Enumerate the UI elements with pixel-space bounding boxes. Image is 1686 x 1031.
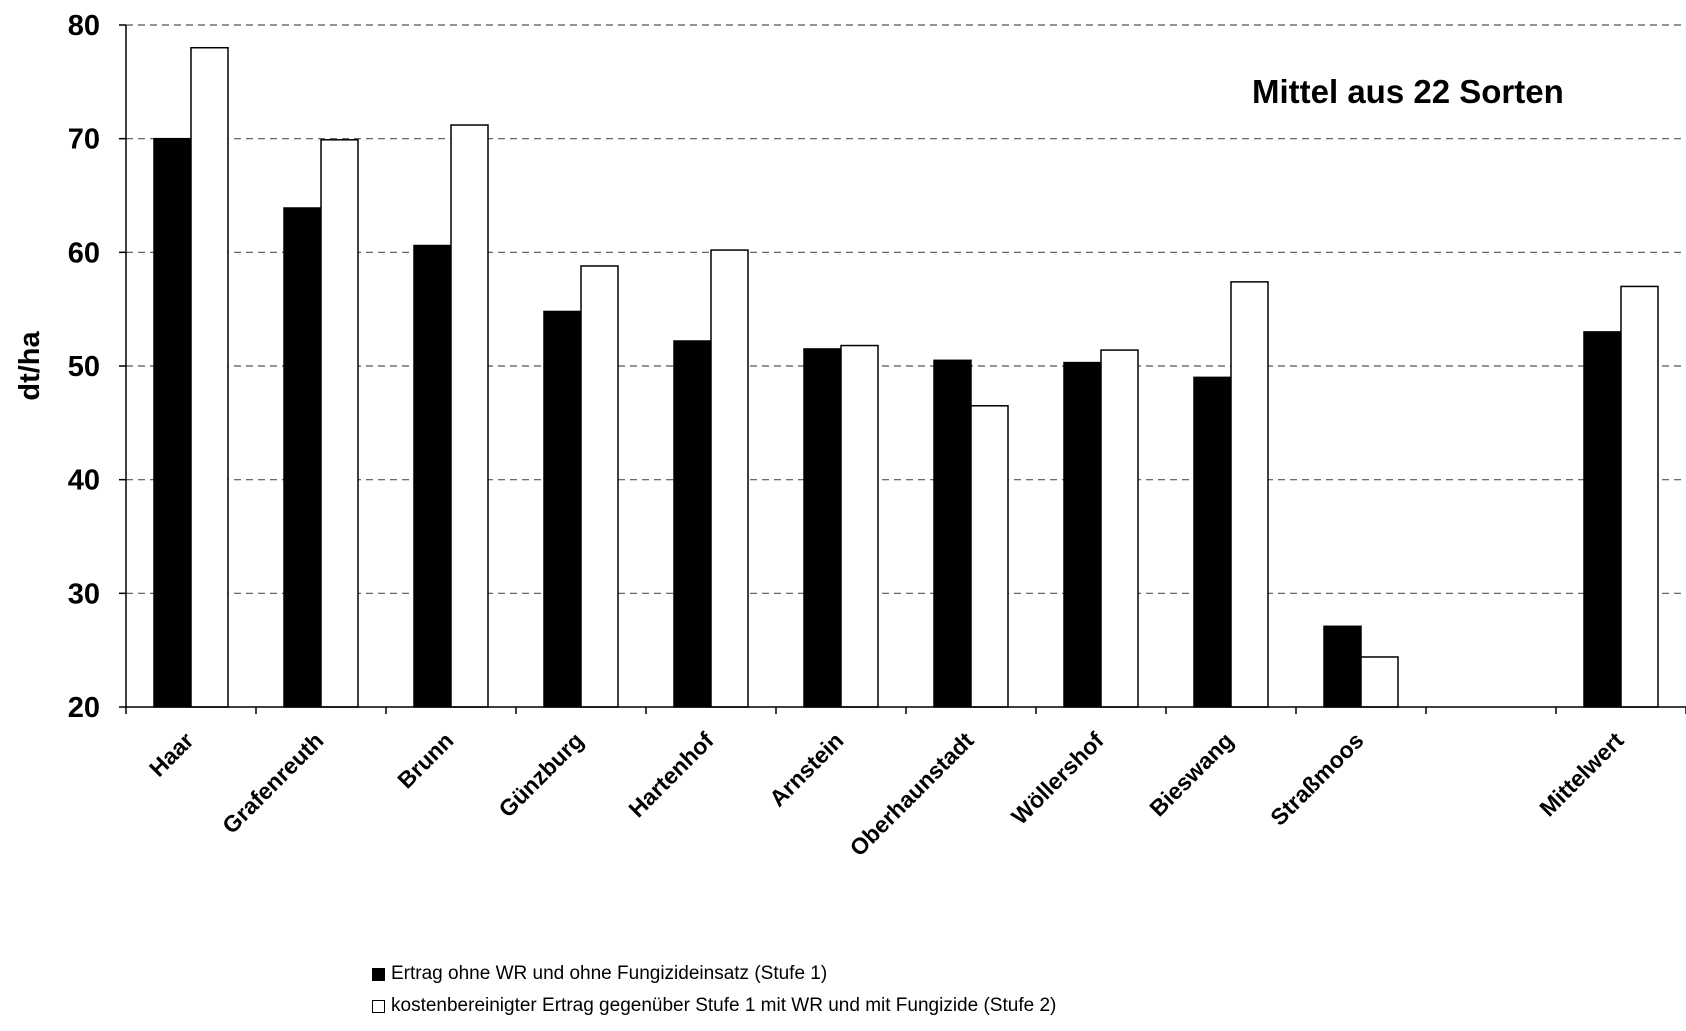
x-tick-label: Mittelwert (1534, 727, 1629, 822)
bar (1620, 285, 1659, 708)
bar (673, 340, 712, 708)
x-tick-label: Wöllershof (1006, 727, 1109, 830)
y-tick-label: 30 (68, 578, 100, 610)
bar (803, 348, 842, 708)
bar (840, 344, 879, 708)
bar (413, 244, 452, 708)
chart-title: Mittel aus 22 Sorten (1252, 73, 1564, 110)
bar (1100, 349, 1139, 708)
legend-item-stufe-1: Ertrag ohne WR und ohne Fungizideinsatz … (372, 958, 1056, 990)
y-tick-label: 70 (68, 124, 100, 156)
bar (1583, 331, 1622, 708)
x-tick-label: Brunn (392, 727, 458, 793)
bar (283, 207, 322, 708)
bar (710, 249, 749, 708)
bar (933, 359, 972, 708)
y-axis-title: dt/ha (14, 330, 46, 400)
bar (153, 137, 192, 708)
bar (450, 124, 489, 708)
x-tick-label: Günzburg (493, 727, 588, 822)
bar (580, 265, 619, 708)
bar (543, 310, 582, 708)
bar (1063, 361, 1102, 708)
x-tick-label: Straßmoos (1265, 727, 1368, 830)
y-tick-label: 60 (68, 237, 100, 269)
bar (320, 139, 359, 708)
x-tick-label: Bieswang (1144, 727, 1238, 821)
grid-lines (126, 24, 1686, 594)
legend-label-stufe-1: Ertrag ohne WR und ohne Fungizideinsatz … (391, 963, 828, 984)
legend: Ertrag ohne WR und ohne Fungizideinsatz … (372, 958, 1056, 1022)
y-tick-label: 40 (68, 465, 100, 497)
legend-item-stufe-2: kostenbereinigter Ertrag gegenüber Stufe… (372, 990, 1056, 1022)
y-tick-label: 20 (68, 692, 100, 724)
x-tick-label: Hartenhof (623, 727, 718, 822)
bar (1360, 656, 1399, 708)
bar (1193, 376, 1232, 708)
x-tick-label: Haar (144, 727, 199, 782)
bars (153, 46, 1659, 708)
axes (119, 24, 1686, 714)
legend-swatch-white (372, 999, 385, 1013)
y-tick-label: 50 (68, 351, 100, 383)
x-tick-label: Arnstein (764, 727, 848, 811)
bar (1323, 625, 1362, 708)
bar (970, 405, 1009, 708)
x-tick-label: Grafenreuth (217, 727, 328, 838)
legend-swatch-black (372, 967, 385, 981)
legend-label-stufe-2: kostenbereinigter Ertrag gegenüber Stufe… (391, 995, 1057, 1016)
bar (1230, 281, 1269, 708)
x-tick-label: Oberhaunstadt (844, 727, 978, 861)
y-tick-label: 80 (68, 10, 100, 42)
bar (190, 46, 229, 708)
